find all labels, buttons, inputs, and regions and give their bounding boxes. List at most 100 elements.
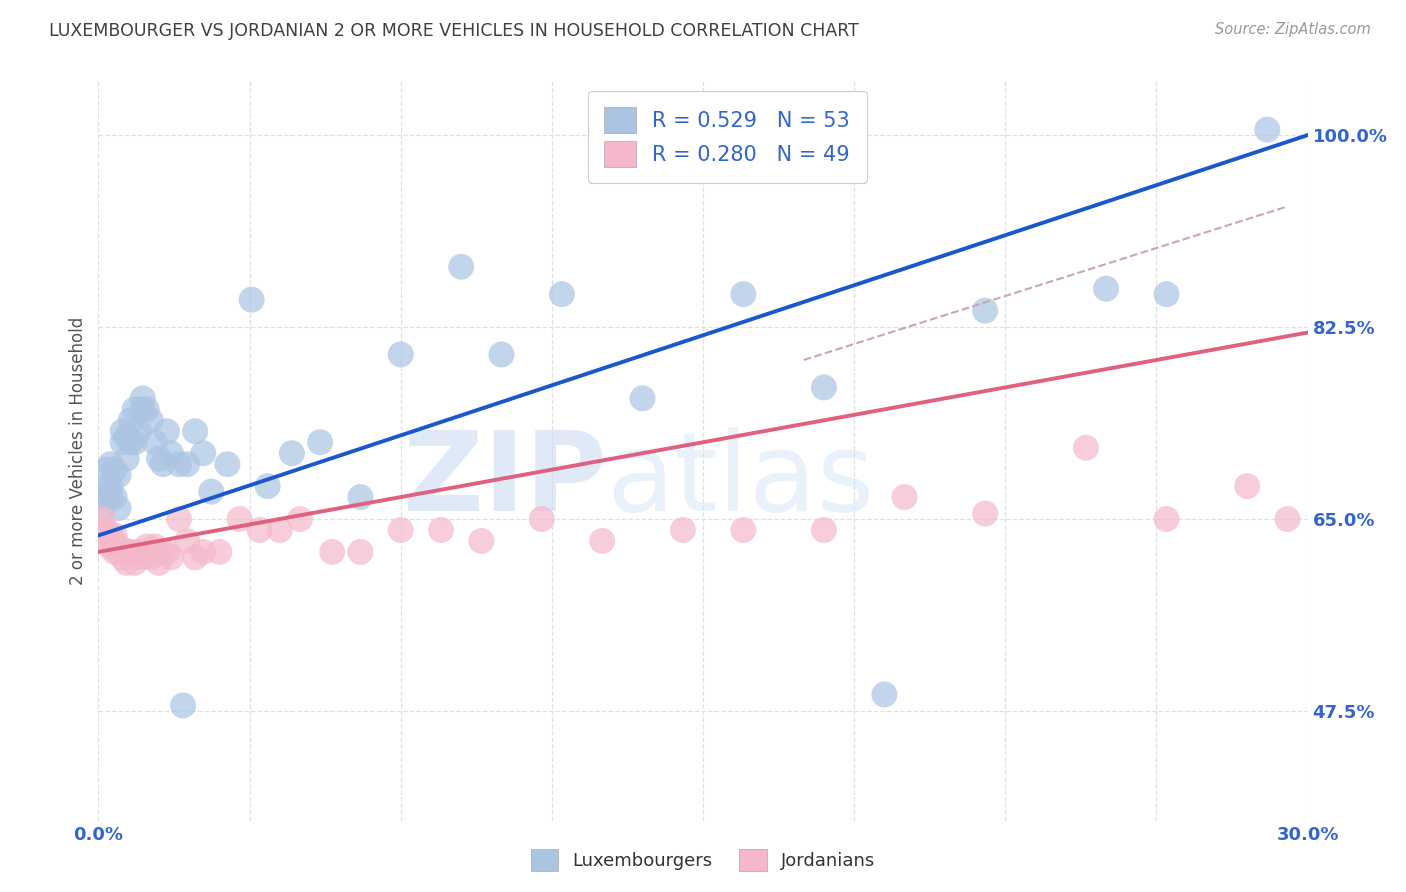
Legend: R = 0.529   N = 53, R = 0.280   N = 49: R = 0.529 N = 53, R = 0.280 N = 49 [588, 91, 866, 183]
Point [176, 533, 198, 548]
Point [100, 528, 122, 542]
Point [184, 550, 207, 565]
Point [530, 512, 553, 526]
Point [813, 380, 835, 394]
Point [124, 556, 146, 570]
Point [430, 523, 453, 537]
Point [120, 413, 142, 427]
Point [115, 556, 138, 570]
Point [107, 540, 129, 554]
Point [184, 424, 207, 438]
Point [111, 435, 134, 450]
Text: ZIP: ZIP [404, 426, 606, 533]
Point [281, 446, 304, 460]
Point [269, 523, 291, 537]
Point [103, 490, 125, 504]
Point [389, 523, 412, 537]
Point [240, 293, 263, 307]
Point [100, 457, 122, 471]
Point [321, 545, 343, 559]
Point [288, 512, 311, 526]
Point [1074, 441, 1097, 455]
Point [167, 457, 190, 471]
Point [551, 287, 574, 301]
Point [1095, 282, 1118, 296]
Point [132, 402, 155, 417]
Point [156, 424, 179, 438]
Point [152, 457, 174, 471]
Point [107, 468, 129, 483]
Point [91, 523, 114, 537]
Text: atlas: atlas [606, 426, 875, 533]
Point [733, 287, 755, 301]
Point [1236, 479, 1258, 493]
Point [256, 479, 278, 493]
Legend: Luxembourgers, Jordanians: Luxembourgers, Jordanians [523, 842, 883, 879]
Point [103, 463, 125, 477]
Y-axis label: 2 or more Vehicles in Household: 2 or more Vehicles in Household [69, 317, 87, 584]
Point [120, 545, 142, 559]
Point [139, 550, 162, 565]
Point [193, 545, 215, 559]
Point [389, 347, 412, 361]
Point [139, 413, 162, 427]
Point [349, 490, 371, 504]
Point [120, 435, 142, 450]
Point [107, 545, 129, 559]
Text: LUXEMBOURGER VS JORDANIAN 2 OR MORE VEHICLES IN HOUSEHOLD CORRELATION CHART: LUXEMBOURGER VS JORDANIAN 2 OR MORE VEHI… [49, 22, 859, 40]
Point [156, 545, 179, 559]
Point [200, 484, 222, 499]
Point [135, 402, 157, 417]
Point [96, 523, 118, 537]
Point [96, 479, 118, 493]
Point [148, 451, 170, 466]
Point [100, 490, 122, 504]
Point [974, 507, 997, 521]
Point [1256, 122, 1278, 136]
Point [128, 424, 150, 438]
Point [91, 501, 114, 516]
Point [100, 479, 122, 493]
Point [115, 545, 138, 559]
Point [893, 490, 915, 504]
Point [733, 523, 755, 537]
Point [152, 545, 174, 559]
Point [111, 550, 134, 565]
Point [450, 260, 472, 274]
Point [974, 303, 997, 318]
Point [813, 523, 835, 537]
Point [176, 457, 198, 471]
Point [160, 446, 183, 460]
Point [135, 540, 157, 554]
Point [128, 545, 150, 559]
Point [91, 490, 114, 504]
Point [160, 550, 183, 565]
Point [124, 435, 146, 450]
Point [132, 550, 155, 565]
Point [349, 545, 371, 559]
Point [1156, 287, 1178, 301]
Point [115, 430, 138, 444]
Point [100, 540, 122, 554]
Point [96, 463, 118, 477]
Point [143, 435, 166, 450]
Point [111, 424, 134, 438]
Point [124, 402, 146, 417]
Point [591, 533, 613, 548]
Point [143, 540, 166, 554]
Point [96, 533, 118, 548]
Point [107, 501, 129, 516]
Point [309, 435, 332, 450]
Point [491, 347, 513, 361]
Point [172, 698, 194, 713]
Point [217, 457, 239, 471]
Point [148, 556, 170, 570]
Point [228, 512, 250, 526]
Text: Source: ZipAtlas.com: Source: ZipAtlas.com [1215, 22, 1371, 37]
Point [631, 392, 654, 406]
Point [103, 528, 125, 542]
Point [672, 523, 695, 537]
Point [873, 688, 896, 702]
Point [193, 446, 215, 460]
Point [1156, 512, 1178, 526]
